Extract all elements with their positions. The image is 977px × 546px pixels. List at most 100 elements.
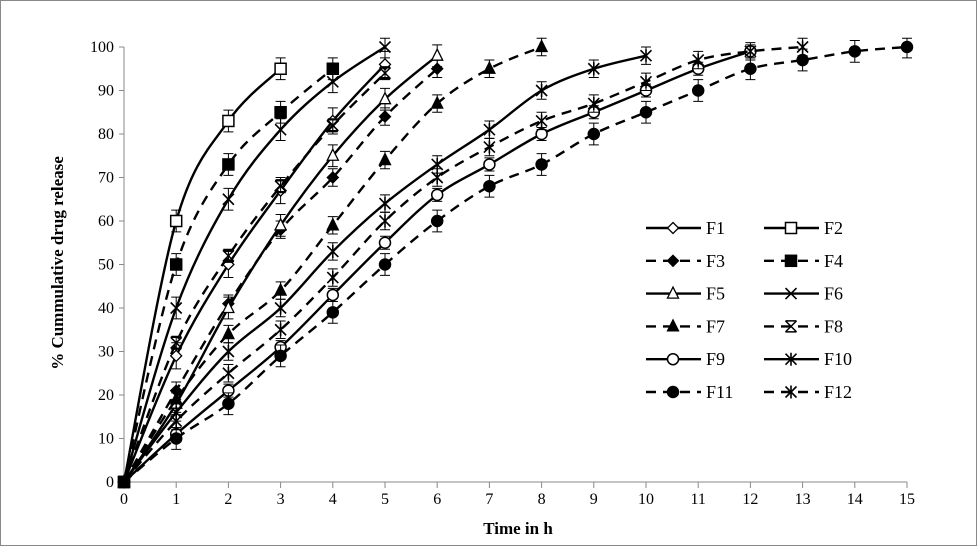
legend-marker (784, 254, 798, 268)
legend-marker (784, 352, 798, 366)
data-point (274, 301, 287, 315)
data-point (170, 301, 183, 315)
data-point (222, 345, 235, 358)
legend-item-f7: F7 (646, 316, 725, 336)
x-tick-label: 1 (172, 491, 180, 508)
legend-marker (784, 385, 798, 399)
data-point (430, 188, 444, 202)
x-tick-label: 15 (899, 491, 915, 508)
legend-item-f11: F11 (646, 382, 733, 402)
x-tick-label: 2 (224, 491, 232, 508)
data-point (431, 171, 444, 184)
legend-item-f8: F8 (764, 316, 843, 336)
legend: F1 F2 F3 F4 F5 F6 F7 F8 F9 F10 F11 F12 (646, 218, 852, 402)
data-point (744, 62, 757, 75)
legend-marker (784, 287, 798, 300)
data-point (587, 97, 600, 111)
legend-marker (784, 221, 798, 235)
data-point (535, 158, 548, 171)
data-point (430, 47, 444, 61)
series-group (117, 37, 914, 489)
x-tick-label: 3 (277, 491, 285, 508)
data-point (221, 300, 235, 314)
series-f12 (117, 37, 809, 489)
legend-marker (666, 254, 680, 268)
legend-marker (666, 285, 680, 299)
data-point (222, 366, 235, 380)
data-point (221, 326, 235, 340)
legend-label: F7 (706, 316, 725, 336)
data-point (274, 179, 287, 193)
data-point (378, 66, 392, 80)
data-point (326, 288, 340, 302)
data-point (326, 119, 339, 132)
legend-label: F3 (706, 251, 725, 271)
data-point (535, 84, 548, 97)
x-tick-label: 14 (847, 491, 863, 508)
data-point (483, 179, 496, 193)
x-tick-label: 11 (690, 491, 705, 508)
data-point (378, 91, 392, 105)
legend-label: F1 (706, 218, 725, 238)
legend-item-f9: F9 (646, 349, 725, 369)
series-line (123, 50, 751, 483)
data-point (222, 249, 235, 263)
data-point (378, 197, 392, 211)
data-point (222, 193, 235, 206)
y-tick-label: 100 (90, 39, 114, 56)
data-point (169, 214, 183, 228)
data-point (378, 258, 392, 271)
data-point (326, 244, 339, 258)
data-point (378, 214, 392, 228)
y-tick-label: 60 (98, 213, 114, 230)
x-tick-label: 13 (795, 491, 811, 508)
data-point (326, 75, 339, 88)
data-point (222, 114, 235, 128)
data-point (170, 336, 183, 350)
data-point (483, 123, 496, 137)
data-point (587, 127, 601, 141)
x-tick-label: 10 (638, 491, 654, 508)
data-point (274, 123, 287, 136)
legend-marker (666, 318, 680, 332)
legend-item-f3: F3 (646, 251, 725, 271)
data-point (326, 217, 340, 231)
y-tick-label: 10 (98, 431, 114, 448)
legend-label: F9 (706, 349, 725, 369)
data-point (378, 236, 392, 249)
data-point (222, 158, 235, 171)
data-point (482, 60, 496, 74)
x-tick-label: 7 (485, 491, 493, 508)
legend-label: F12 (824, 382, 852, 402)
data-point (692, 53, 705, 67)
data-point (796, 40, 809, 54)
data-point (274, 349, 287, 363)
x-axis-title: Time in h (483, 519, 553, 538)
data-point (848, 45, 862, 58)
legend-marker (666, 221, 680, 235)
data-point (326, 271, 339, 285)
data-point (639, 75, 653, 89)
legend-item-f1: F1 (646, 218, 725, 238)
data-point (691, 84, 705, 97)
data-point (222, 397, 235, 410)
x-tick-label: 0 (120, 491, 128, 508)
y-tick-label: 50 (98, 257, 114, 274)
legend-label: F10 (824, 349, 852, 369)
legend-label: F5 (706, 284, 725, 304)
data-point (639, 106, 653, 119)
data-point (170, 414, 183, 428)
data-point (378, 40, 392, 54)
legend-item-f12: F12 (764, 382, 852, 402)
series-line (123, 45, 908, 483)
data-point (274, 62, 287, 75)
x-tick-label: 6 (433, 491, 441, 508)
legend-marker (784, 320, 798, 333)
data-point (169, 432, 183, 445)
data-point (274, 106, 287, 119)
legend-label: F2 (824, 218, 843, 238)
legend-item-f10: F10 (764, 349, 852, 369)
data-point (587, 62, 600, 76)
